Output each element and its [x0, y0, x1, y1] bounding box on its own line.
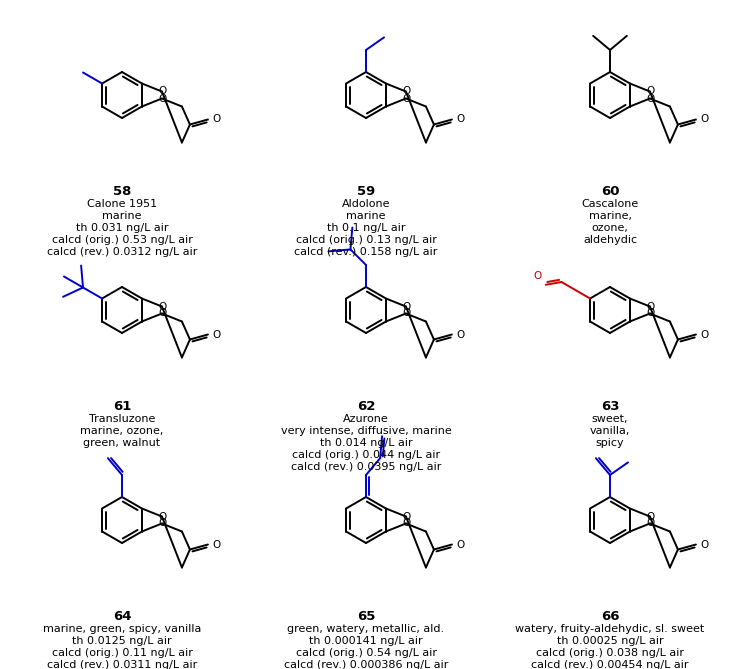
Text: calcd (orig.) 0.13 ng/L air: calcd (orig.) 0.13 ng/L air — [295, 235, 436, 245]
Text: O: O — [159, 308, 167, 318]
Text: calcd (rev.) 0.000386 ng/L air: calcd (rev.) 0.000386 ng/L air — [284, 660, 448, 669]
Text: Transluzone: Transluzone — [88, 414, 155, 424]
Text: O: O — [701, 114, 709, 124]
Text: 59: 59 — [357, 185, 375, 198]
Text: O: O — [213, 330, 221, 339]
Text: 62: 62 — [357, 400, 375, 413]
Text: sweet,: sweet, — [592, 414, 628, 424]
Text: th 0.031 ng/L air: th 0.031 ng/L air — [76, 223, 168, 233]
Text: calcd (rev.) 0.0311 ng/L air: calcd (rev.) 0.0311 ng/L air — [47, 660, 197, 669]
Text: O: O — [213, 539, 221, 549]
Text: calcd (rev.) 0.158 ng/L air: calcd (rev.) 0.158 ng/L air — [295, 247, 438, 257]
Text: O: O — [159, 302, 167, 312]
Text: 65: 65 — [357, 610, 375, 623]
Text: O: O — [403, 94, 411, 104]
Text: marine, ozone,: marine, ozone, — [80, 426, 164, 436]
Text: O: O — [213, 114, 221, 124]
Text: Azurone: Azurone — [343, 414, 389, 424]
Text: calcd (rev.) 0.00454 ng/L air: calcd (rev.) 0.00454 ng/L air — [531, 660, 689, 669]
Text: aldehydic: aldehydic — [583, 235, 637, 245]
Text: th 0.0125 ng/L air: th 0.0125 ng/L air — [72, 636, 172, 646]
Text: O: O — [159, 94, 167, 104]
Text: O: O — [457, 114, 465, 124]
Text: th 0.00025 ng/L air: th 0.00025 ng/L air — [557, 636, 663, 646]
Text: O: O — [159, 512, 167, 522]
Text: 66: 66 — [601, 610, 619, 623]
Text: Cascalone: Cascalone — [581, 199, 639, 209]
Text: very intense, diffusive, marine: very intense, diffusive, marine — [281, 426, 451, 436]
Text: calcd (rev.) 0.0312 ng/L air: calcd (rev.) 0.0312 ng/L air — [47, 247, 197, 257]
Text: 60: 60 — [601, 185, 619, 198]
Text: 61: 61 — [113, 400, 131, 413]
Text: O: O — [159, 86, 167, 96]
Text: O: O — [647, 86, 655, 96]
Text: O: O — [701, 539, 709, 549]
Text: ozone,: ozone, — [591, 223, 629, 233]
Text: green, walnut: green, walnut — [83, 438, 161, 448]
Text: O: O — [647, 302, 655, 312]
Text: th 0.014 ng/L air: th 0.014 ng/L air — [319, 438, 412, 448]
Text: O: O — [647, 308, 655, 318]
Text: th 0.1 ng/L air: th 0.1 ng/L air — [327, 223, 405, 233]
Text: O: O — [647, 512, 655, 522]
Text: O: O — [403, 512, 411, 522]
Text: O: O — [403, 308, 411, 318]
Text: green, watery, metallic, ald.: green, watery, metallic, ald. — [287, 624, 444, 634]
Text: O: O — [403, 518, 411, 529]
Text: marine, green, spicy, vanilla: marine, green, spicy, vanilla — [43, 624, 201, 634]
Text: vanilla,: vanilla, — [590, 426, 630, 436]
Text: marine: marine — [102, 211, 142, 221]
Text: O: O — [403, 302, 411, 312]
Text: O: O — [647, 518, 655, 529]
Text: calcd (rev.) 0.0395 ng/L air: calcd (rev.) 0.0395 ng/L air — [291, 462, 442, 472]
Text: Calone 1951: Calone 1951 — [87, 199, 157, 209]
Text: 63: 63 — [601, 400, 619, 413]
Text: O: O — [701, 330, 709, 339]
Text: th 0.000141 ng/L air: th 0.000141 ng/L air — [309, 636, 423, 646]
Text: O: O — [457, 330, 465, 339]
Text: spicy: spicy — [596, 438, 624, 448]
Text: O: O — [457, 539, 465, 549]
Text: marine: marine — [346, 211, 386, 221]
Text: calcd (orig.) 0.044 ng/L air: calcd (orig.) 0.044 ng/L air — [292, 450, 440, 460]
Text: Aldolone: Aldolone — [342, 199, 390, 209]
Text: O: O — [534, 271, 542, 281]
Text: marine,: marine, — [588, 211, 632, 221]
Text: calcd (orig.) 0.54 ng/L air: calcd (orig.) 0.54 ng/L air — [295, 648, 436, 658]
Text: calcd (orig.) 0.11 ng/L air: calcd (orig.) 0.11 ng/L air — [52, 648, 192, 658]
Text: 64: 64 — [113, 610, 132, 623]
Text: O: O — [403, 86, 411, 96]
Text: watery, fruity-aldehydic, sl. sweet: watery, fruity-aldehydic, sl. sweet — [515, 624, 705, 634]
Text: calcd (orig.) 0.53 ng/L air: calcd (orig.) 0.53 ng/L air — [52, 235, 192, 245]
Text: calcd (orig.) 0.038 ng/L air: calcd (orig.) 0.038 ng/L air — [536, 648, 684, 658]
Text: 58: 58 — [113, 185, 131, 198]
Text: O: O — [159, 518, 167, 529]
Text: O: O — [647, 94, 655, 104]
